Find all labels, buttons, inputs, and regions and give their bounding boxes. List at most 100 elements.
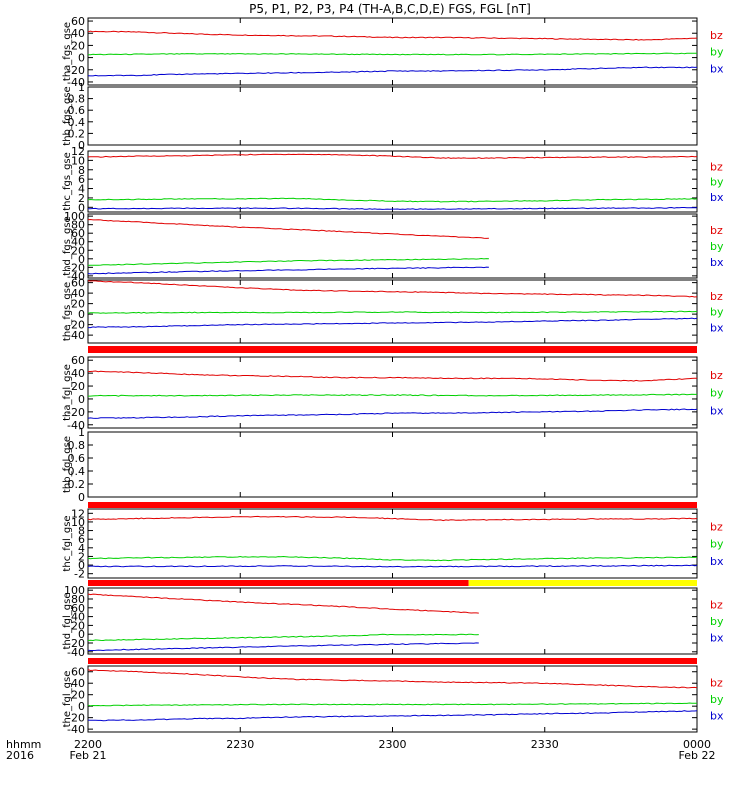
legend-by: by bbox=[710, 306, 724, 319]
y-tick-label: 0.6 bbox=[68, 452, 86, 465]
legend-bx: bx bbox=[710, 710, 724, 723]
legend-by: by bbox=[710, 240, 724, 253]
y-axis-label: thd_fgl_gse bbox=[62, 593, 73, 650]
y-tick-label: 20 bbox=[71, 39, 85, 52]
y-tick-label: 0.8 bbox=[68, 439, 86, 452]
y-tick-label: 40 bbox=[71, 367, 85, 380]
y-tick-label: 0 bbox=[78, 253, 85, 266]
y-axis-label: the_fgl_gse bbox=[62, 671, 73, 728]
series-bz bbox=[87, 280, 698, 298]
y-tick-label: 40 bbox=[71, 677, 85, 690]
series-bx bbox=[87, 710, 698, 722]
y-tick-label: 4 bbox=[78, 183, 85, 196]
panel-frame bbox=[87, 17, 698, 86]
flag-bar-yellow bbox=[468, 580, 697, 586]
x-tick-label: 2230 bbox=[226, 738, 254, 751]
legend-by: by bbox=[710, 387, 724, 400]
y-tick-label: 100 bbox=[64, 584, 85, 597]
y-tick-label: -20 bbox=[67, 64, 85, 77]
y-tick-label: 0 bbox=[78, 52, 85, 65]
legend-by: by bbox=[710, 615, 724, 628]
y-tick-label: 12 bbox=[71, 507, 85, 520]
y-tick-label: 0 bbox=[78, 308, 85, 321]
y-tick-label: 4 bbox=[78, 542, 85, 555]
y-tick-label: -2 bbox=[74, 568, 85, 581]
panel-frame bbox=[87, 665, 698, 733]
y-tick-label: 2 bbox=[78, 192, 85, 205]
y-tick-label: 0.8 bbox=[68, 93, 86, 106]
y-tick-label: 10 bbox=[71, 154, 85, 167]
y-tick-label: 6 bbox=[78, 173, 85, 186]
y-tick-label: 40 bbox=[71, 27, 85, 40]
series-bz bbox=[87, 669, 698, 689]
flag-bar-red bbox=[88, 502, 697, 508]
y-tick-label: 1 bbox=[78, 81, 85, 94]
x-tick-label: 2300 bbox=[379, 738, 407, 751]
panel-frame bbox=[87, 508, 698, 579]
flag-bar-red bbox=[88, 580, 469, 586]
series-bx bbox=[88, 206, 698, 210]
series-bz bbox=[87, 218, 489, 239]
y-axis-label: tha_fgs_gse bbox=[62, 22, 73, 81]
time-axis-row-label-1: hhmm bbox=[6, 738, 41, 751]
series-by bbox=[87, 310, 698, 314]
y-tick-label: 60 bbox=[71, 602, 85, 615]
y-tick-label: 0.2 bbox=[68, 478, 86, 491]
legend-bz: bz bbox=[710, 520, 723, 533]
y-tick-label: 60 bbox=[71, 227, 85, 240]
y-tick-label: 8 bbox=[78, 164, 85, 177]
y-tick-label: 0 bbox=[78, 393, 85, 406]
y-tick-label: 40 bbox=[71, 287, 85, 300]
series-bx bbox=[87, 408, 698, 419]
y-tick-label: -20 bbox=[67, 712, 85, 725]
y-tick-label: 60 bbox=[71, 354, 85, 367]
chart-title: P5, P1, P2, P3, P4 (TH-A,B,C,D,E) FGS, F… bbox=[249, 2, 531, 16]
y-tick-label: -40 bbox=[67, 270, 85, 283]
y-tick-label: 1 bbox=[78, 426, 85, 439]
legend-bz: bz bbox=[710, 29, 723, 42]
legend-bz: bz bbox=[710, 224, 723, 237]
y-tick-label: 0.2 bbox=[68, 127, 86, 140]
y-tick-label: -20 bbox=[67, 406, 85, 419]
series-by bbox=[87, 257, 489, 266]
y-tick-label: 0 bbox=[78, 139, 85, 152]
y-tick-label: 0 bbox=[78, 700, 85, 713]
y-tick-label: 60 bbox=[71, 666, 85, 679]
y-axis-label: thd_fgs_gse bbox=[62, 216, 73, 275]
y-tick-label: 12 bbox=[71, 145, 85, 158]
y-axis-label: thb_fgl_gse bbox=[62, 436, 73, 493]
y-axis-label: tha_fgl_gse bbox=[62, 364, 73, 421]
y-axis-label: thc_fgl_gse bbox=[62, 515, 73, 571]
series-by bbox=[87, 197, 698, 203]
y-tick-label: 8 bbox=[78, 525, 85, 538]
flag-bar-red bbox=[88, 346, 697, 353]
legend-bx: bx bbox=[710, 321, 724, 334]
x-tick-date-label: Feb 21 bbox=[70, 749, 107, 762]
time-axis-row-label-2: 2016 bbox=[6, 749, 34, 762]
series-bx bbox=[87, 266, 489, 275]
y-tick-label: 80 bbox=[71, 593, 85, 606]
legend-bx: bx bbox=[710, 62, 724, 75]
y-tick-label: 10 bbox=[71, 516, 85, 529]
legend-bz: bz bbox=[710, 290, 723, 303]
y-tick-label: 100 bbox=[64, 210, 85, 223]
y-tick-label: 80 bbox=[71, 219, 85, 232]
legend-bz: bz bbox=[710, 599, 723, 612]
series-by bbox=[87, 52, 698, 56]
panel-thb_fgs_gse: 00.20.40.60.81 thb_fgs_gse bbox=[62, 81, 698, 152]
legend-bx: bx bbox=[710, 256, 724, 269]
legend-bx: bx bbox=[710, 404, 724, 417]
y-tick-label: 6 bbox=[78, 533, 85, 546]
panel-frame bbox=[87, 150, 698, 213]
x-tick-label: 2330 bbox=[531, 738, 559, 751]
x-tick-date-label: Feb 22 bbox=[679, 749, 716, 762]
y-tick-label: 2 bbox=[78, 550, 85, 563]
